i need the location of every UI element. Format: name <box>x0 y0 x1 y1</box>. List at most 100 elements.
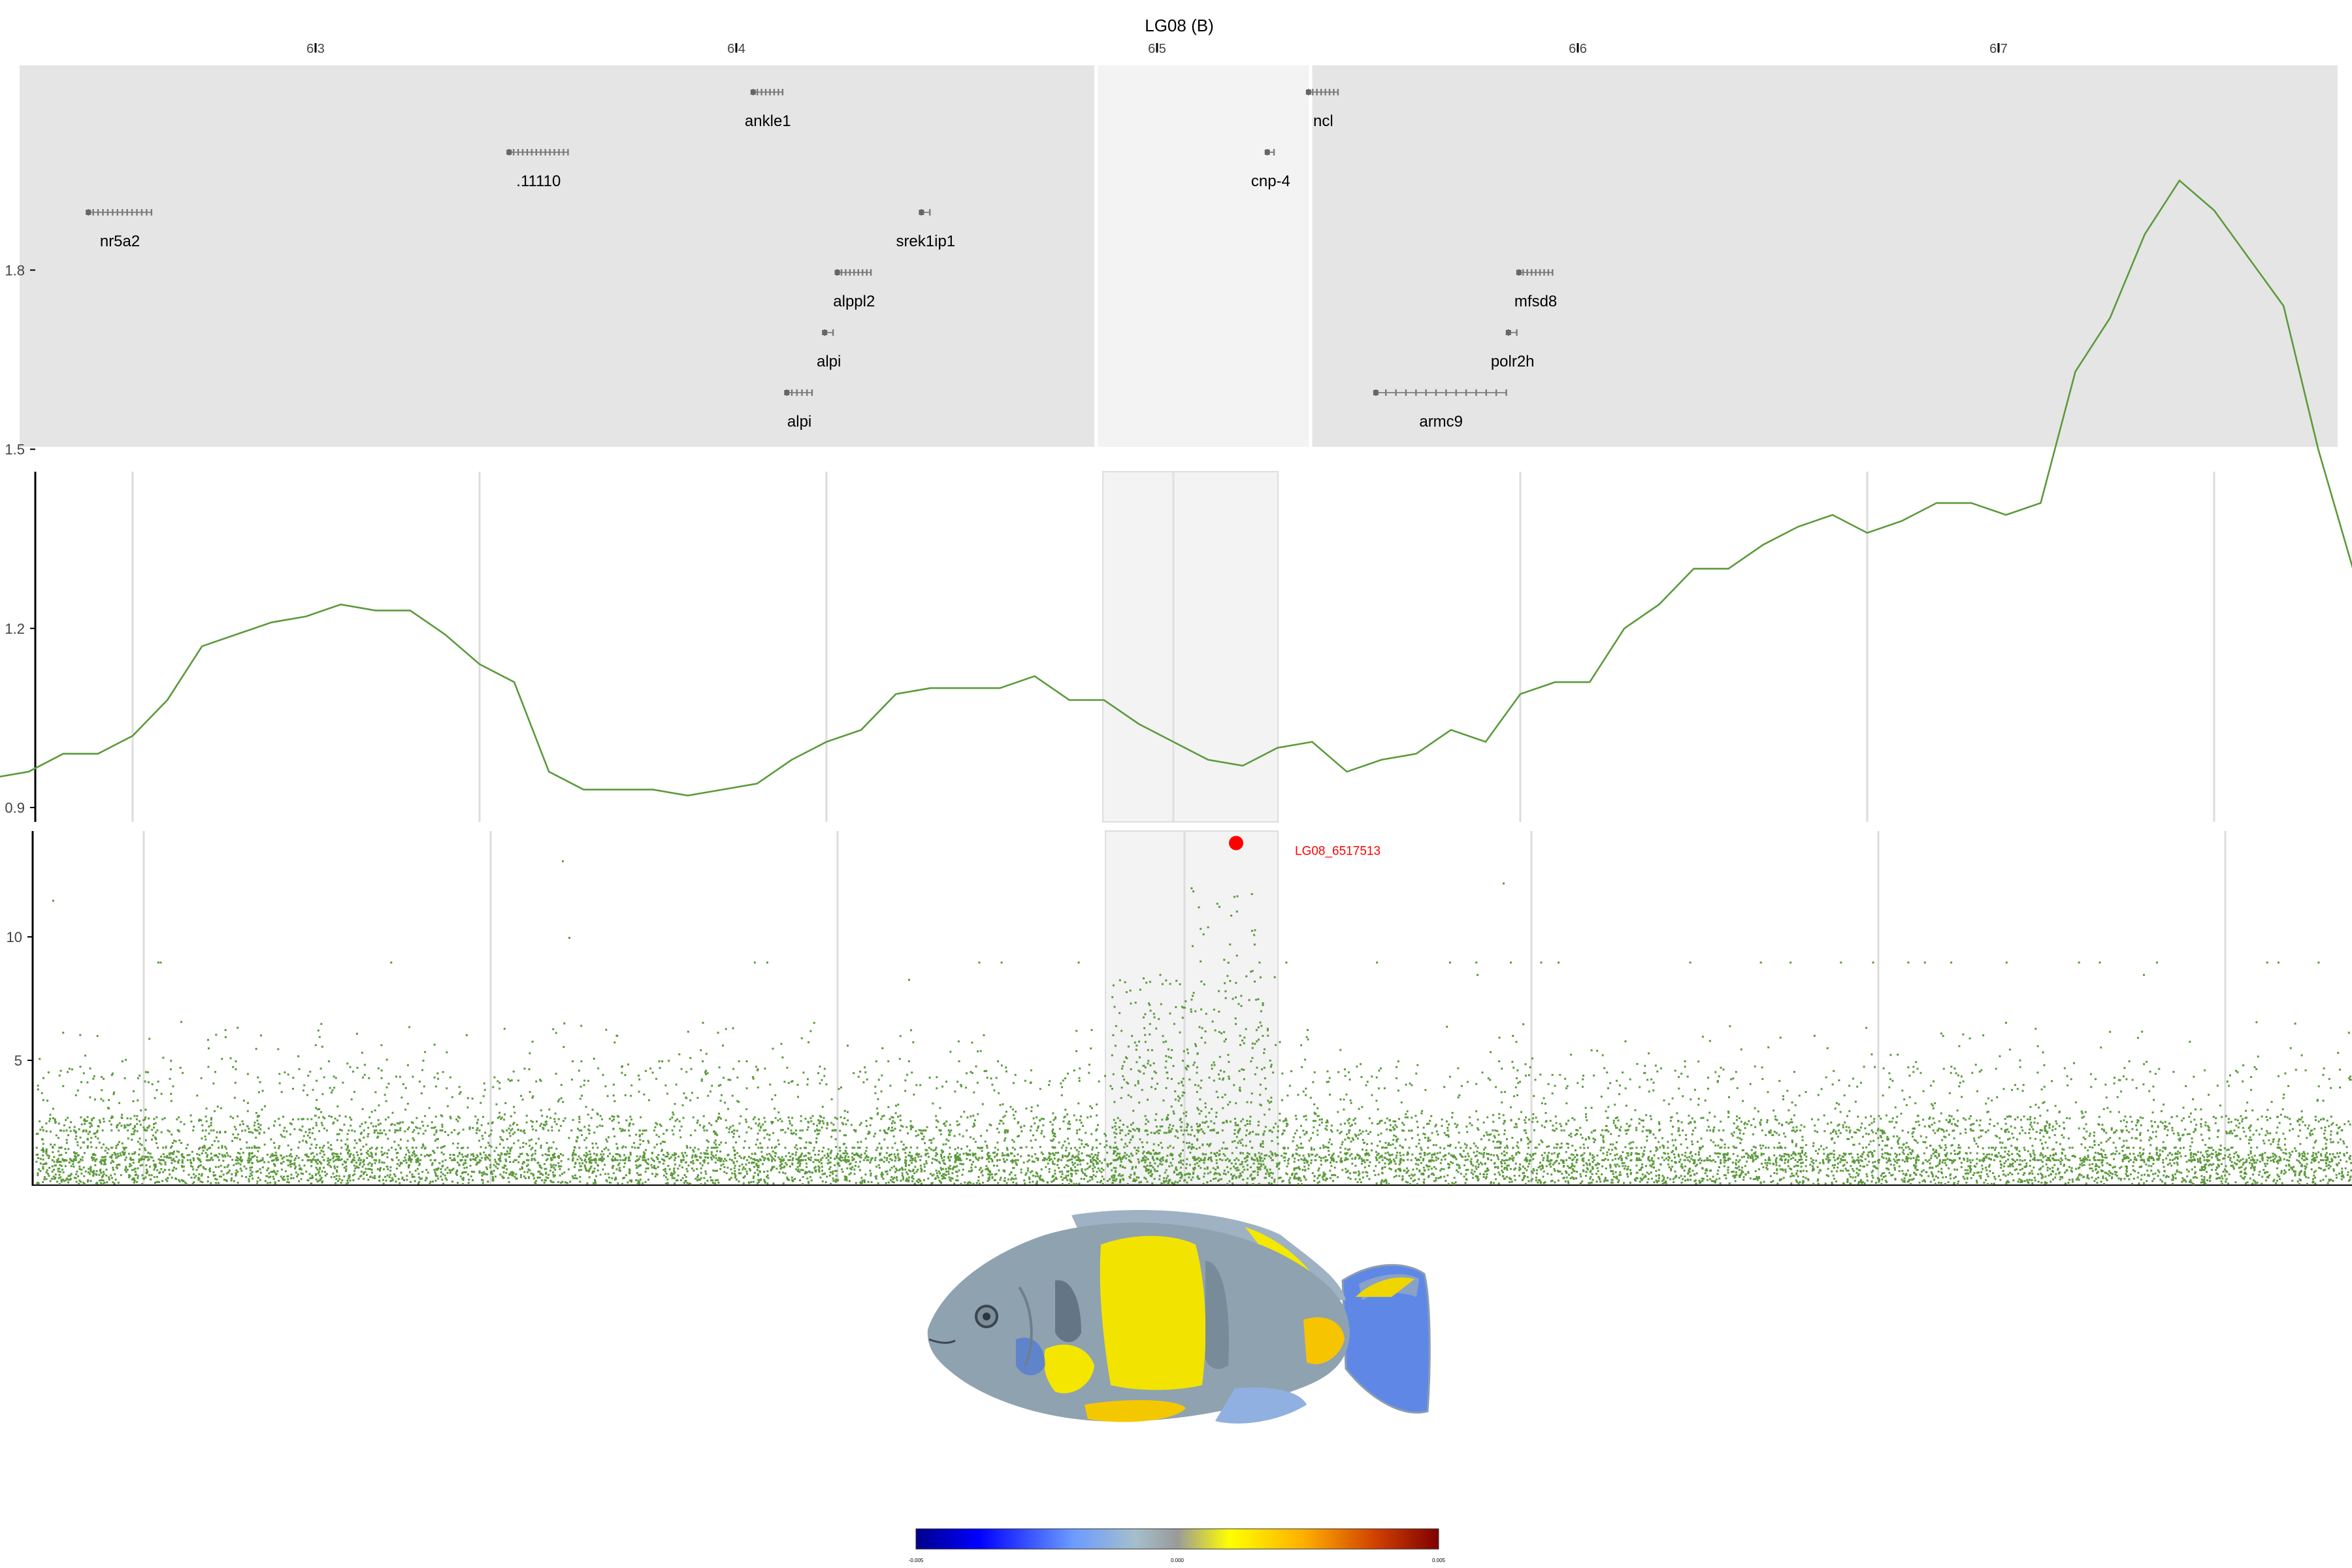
line-gridlines <box>131 472 2215 822</box>
gene-exon-mark <box>769 89 771 95</box>
gene-exon-mark <box>146 209 148 216</box>
fish-yellow-belly <box>1085 1400 1186 1422</box>
fish-anal-fin <box>1215 1387 1307 1424</box>
gene-exon-mark <box>1522 269 1524 276</box>
gene-label: alpi <box>787 413 811 431</box>
gene-exon-mark <box>862 269 864 276</box>
gene-exon-mark <box>92 209 94 216</box>
fish-illustration <box>927 1209 1431 1424</box>
gene-alpi: alpi <box>817 329 841 370</box>
gene-exon-mark <box>845 269 847 276</box>
gene-exon-mark <box>1485 389 1488 396</box>
gene-label: armc9 <box>1419 413 1463 431</box>
gene-exon-mark <box>521 149 524 155</box>
gene-exon-mark <box>1505 389 1507 396</box>
gene-start-mark <box>919 210 924 215</box>
gene-exon-mark <box>1395 389 1397 396</box>
gene-start-mark <box>784 390 790 395</box>
gene-exon-mark <box>806 389 808 396</box>
track-x-axis: 6.3 6.4 6.5 6.6 6.7 <box>306 42 2008 56</box>
gene-label: alppl2 <box>833 293 875 310</box>
scatter-highlight-region <box>1105 830 1279 1184</box>
gene-label: mfsd8 <box>1514 293 1557 310</box>
gene-exon-mark <box>1530 269 1533 276</box>
track-x-tick-label: 6.7 <box>1989 42 2008 56</box>
gene-exon-mark <box>853 269 855 276</box>
gene-exon-mark <box>1526 269 1528 276</box>
line-y-ticks: 0.9 1.2 1.5 1.8 <box>5 262 35 816</box>
scatter-highlight-rect <box>1105 830 1279 1184</box>
gene-armc9: armc9 <box>1373 389 1507 431</box>
gene-exon-mark <box>1405 389 1407 396</box>
gene-label: polr2h <box>1491 353 1535 370</box>
gene-exon-mark <box>535 149 538 155</box>
gene-exon-mark <box>126 209 128 216</box>
gene-cnp-4: cnp-4 <box>1251 149 1290 190</box>
gene-exon-mark <box>1435 389 1437 396</box>
gene-exon-mark <box>1475 389 1477 396</box>
scatter-points <box>35 860 2352 1185</box>
gene-exon-mark <box>1415 389 1417 396</box>
fish-mouth <box>928 1338 956 1344</box>
track-bg-right <box>1311 65 2338 447</box>
gene-start-mark <box>1264 150 1270 155</box>
fish-dark-bar-2 <box>1205 1261 1229 1369</box>
gene-exon-mark <box>1445 389 1447 396</box>
gene-exon-mark <box>97 209 99 216</box>
gene-exon-mark <box>540 149 542 155</box>
fish-caudal-fin <box>1341 1264 1431 1414</box>
track-x-tick-label: 6.3 <box>306 42 325 56</box>
scatter-y-ticks: 5 10 <box>7 929 33 1069</box>
gene-start-mark <box>1516 270 1522 275</box>
gene-exon-mark <box>781 89 784 95</box>
gene-exon-mark <box>1333 89 1335 95</box>
gene-exon-mark <box>1547 269 1550 276</box>
track-x-tick-label: 6.5 <box>1148 42 1166 56</box>
fish-yellow-band <box>1100 1235 1206 1390</box>
scatter-panel: 5 10 LG08_6517513 <box>7 830 2352 1186</box>
gene-start-mark <box>1505 330 1511 335</box>
gene-exon-mark <box>1495 389 1497 396</box>
gene-track: ankle1 .11110 nr5a2 srek1ip1 alppl2 alpi alpi n… <box>86 89 1557 431</box>
line-highlight-region <box>1102 471 1279 823</box>
gene-exon-mark <box>558 149 560 155</box>
gene-exon-mark <box>801 389 803 396</box>
fish-yellow-patch <box>1043 1345 1094 1394</box>
gene-label: alpi <box>817 353 841 370</box>
gene-exon-mark <box>553 149 555 155</box>
gene-exon-mark <box>1337 89 1339 95</box>
gene-exon-mark <box>1516 329 1518 336</box>
gene-label: ncl <box>1313 112 1333 130</box>
line-y-tick-label: 1.5 <box>5 442 25 458</box>
gene-exon-mark <box>1385 389 1387 396</box>
gene-exon-mark <box>131 209 133 216</box>
gene-exon-mark <box>866 269 868 276</box>
gene-exon-mark <box>857 269 859 276</box>
gene-exon-mark <box>1425 389 1427 396</box>
gene-track-background <box>20 65 2338 447</box>
gene-exon-mark <box>796 389 798 396</box>
fish-dark-bar <box>1055 1280 1081 1343</box>
gene-start-mark <box>834 270 840 275</box>
gene-alpi: alpi <box>784 389 813 431</box>
gene-exon-mark <box>1552 269 1554 276</box>
gene-exon-mark <box>811 389 813 396</box>
gene-exon-mark <box>531 149 533 155</box>
gene-exon-mark <box>112 209 114 216</box>
gene-exon-mark <box>1316 89 1318 95</box>
gene-.11110: .11110 <box>506 149 569 190</box>
gene-start-mark <box>822 330 828 335</box>
scatter-y-tick-label: 5 <box>14 1053 22 1069</box>
gene-exon-mark <box>136 209 138 216</box>
gene-start-mark <box>506 150 512 155</box>
colorbar-bar <box>915 1528 1439 1550</box>
gene-exon-mark <box>567 149 569 155</box>
gene-exon-mark <box>1328 89 1331 95</box>
fish-peduncle-yellow <box>1303 1317 1345 1365</box>
gene-exon-mark <box>116 209 119 216</box>
gene-exon-mark <box>150 209 153 216</box>
colorbar-max-label: 0.005 <box>1432 1558 1446 1563</box>
gene-exon-mark <box>870 269 872 276</box>
gene-ncl: ncl <box>1305 89 1339 130</box>
